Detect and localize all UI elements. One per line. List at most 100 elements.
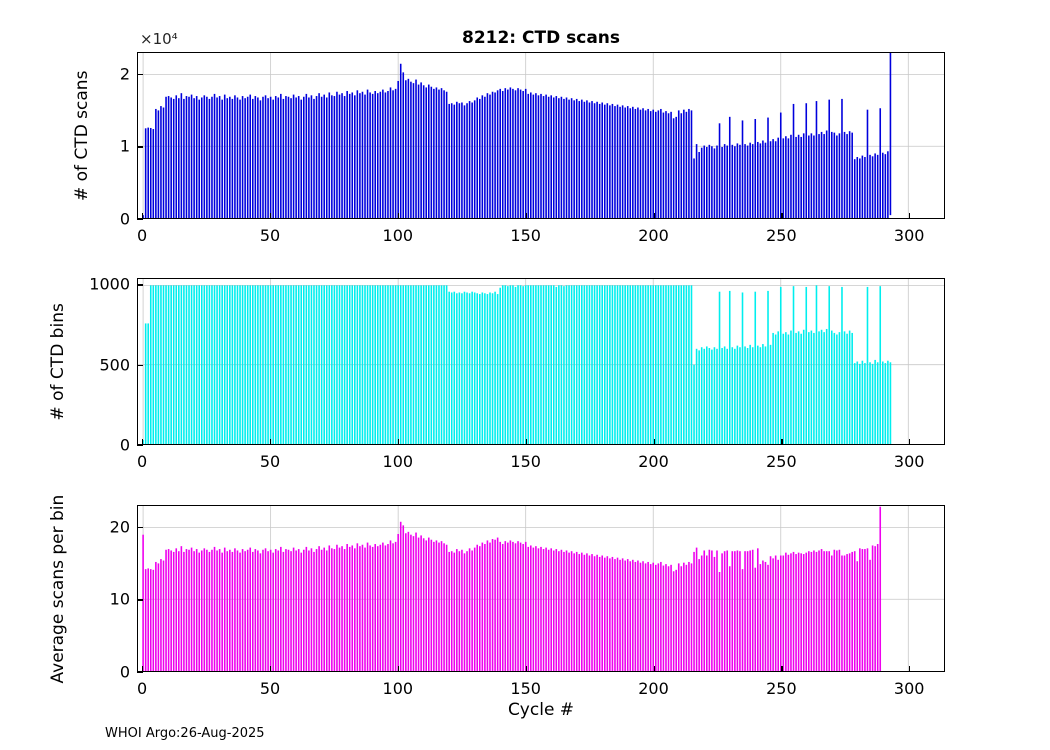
bar <box>486 294 489 444</box>
bar <box>162 285 165 444</box>
bar <box>331 95 333 218</box>
bar <box>593 103 596 218</box>
bar <box>808 135 810 218</box>
bar <box>728 290 731 444</box>
bar <box>420 82 422 218</box>
bar <box>341 93 343 218</box>
bar <box>654 564 657 671</box>
bar <box>236 550 239 671</box>
bar <box>433 88 435 218</box>
bar <box>739 347 741 444</box>
bar <box>509 540 512 671</box>
bar <box>241 285 244 444</box>
bar <box>683 562 685 671</box>
bar <box>644 285 647 444</box>
bar <box>167 549 170 671</box>
bar <box>384 545 387 671</box>
panel-ctd-bins <box>137 278 945 445</box>
bar <box>578 554 581 671</box>
bar <box>749 142 751 218</box>
bar <box>484 96 486 218</box>
bar <box>453 104 456 218</box>
bar <box>560 285 563 444</box>
y-tick-mark <box>137 219 143 221</box>
bar <box>527 546 530 671</box>
bar <box>680 285 683 444</box>
bar <box>864 549 866 671</box>
bar <box>512 541 514 671</box>
bar <box>731 347 734 444</box>
bar <box>489 94 491 218</box>
bar <box>749 550 751 671</box>
bar <box>629 108 632 218</box>
bar <box>371 93 374 218</box>
bar <box>310 548 313 671</box>
bar <box>519 89 522 218</box>
bar <box>700 555 703 671</box>
bar <box>762 560 764 671</box>
bar <box>254 285 257 444</box>
bar <box>795 332 797 444</box>
bar <box>524 88 527 218</box>
bar <box>280 285 282 444</box>
bar <box>823 332 825 444</box>
bar <box>425 285 428 444</box>
x-tick-mark <box>397 213 399 219</box>
panel-avg-scans-per-bin-plot <box>138 506 944 671</box>
bar <box>399 521 402 671</box>
bar <box>142 534 144 671</box>
bar <box>838 332 841 444</box>
bar <box>838 133 841 218</box>
x-tick-mark <box>781 439 783 445</box>
bar <box>573 100 575 218</box>
bar <box>471 102 473 218</box>
bar <box>147 568 150 671</box>
bar <box>244 551 246 671</box>
bar <box>764 561 767 671</box>
bar <box>856 361 859 444</box>
bar <box>836 334 838 444</box>
bar <box>443 543 445 671</box>
bar <box>440 541 443 671</box>
x-tick-mark <box>270 666 272 672</box>
bar <box>856 157 859 218</box>
bar <box>859 548 861 671</box>
bar <box>695 348 698 444</box>
bar <box>193 98 195 218</box>
bar <box>601 285 604 444</box>
bar <box>297 96 300 218</box>
bar <box>285 96 287 218</box>
bar <box>530 92 532 218</box>
bar <box>555 96 558 218</box>
bar <box>195 96 198 218</box>
bar <box>527 93 530 218</box>
bar <box>435 540 438 671</box>
bar <box>450 292 453 444</box>
bar <box>379 544 382 671</box>
bar <box>507 286 509 444</box>
bar <box>790 330 792 444</box>
bar <box>624 285 626 444</box>
bar <box>157 563 160 671</box>
bar <box>262 549 264 671</box>
bar <box>295 285 297 444</box>
bar <box>869 559 871 671</box>
bar <box>764 142 767 218</box>
bar <box>331 548 333 671</box>
bar <box>236 285 239 444</box>
bar <box>818 134 820 218</box>
bar <box>660 285 662 444</box>
bar <box>711 146 713 218</box>
bar <box>478 294 481 444</box>
bar <box>583 285 586 444</box>
bar <box>688 561 690 671</box>
bar <box>723 551 726 671</box>
bar <box>736 143 739 218</box>
x-tick-label: 300 <box>893 679 925 698</box>
bar <box>889 53 892 216</box>
bar <box>415 285 417 444</box>
bar <box>728 116 731 218</box>
bar <box>815 551 818 671</box>
bar <box>851 332 853 444</box>
bar <box>269 96 272 218</box>
